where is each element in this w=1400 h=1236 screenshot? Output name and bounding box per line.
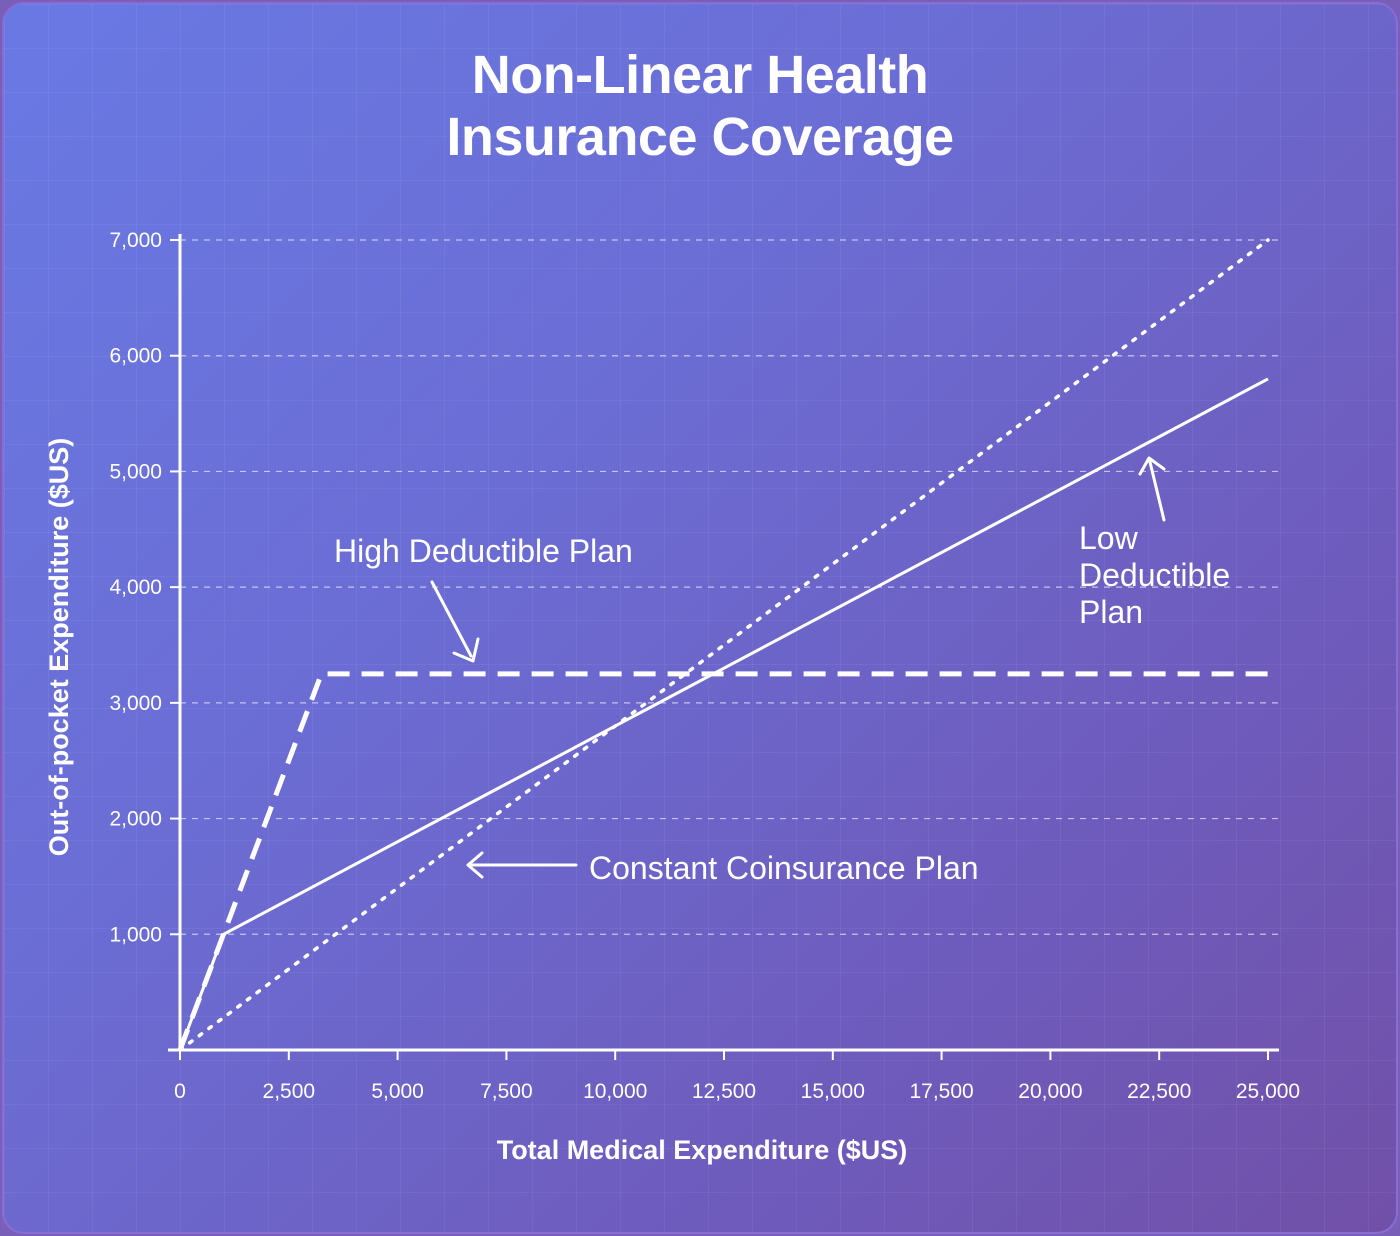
annotation-low-deductible-line-3: Plan — [1079, 594, 1143, 630]
y-tick-label-3000: 3,000 — [109, 692, 162, 715]
series-line-constant-coinsurance-plan — [178, 238, 1270, 1052]
x-tick-label-17500: 17,500 — [909, 1080, 973, 1103]
x-tick-label-5000: 5,000 — [371, 1080, 424, 1103]
x-tick-label-7500: 7,500 — [480, 1080, 533, 1103]
y-tick-label-1000: 1,000 — [109, 923, 162, 946]
x-tick-label-0: 0 — [174, 1080, 186, 1103]
series-line-low-deductible-plan — [178, 377, 1269, 1051]
x-tick-label-12500: 12,500 — [692, 1080, 756, 1103]
y-tick-label-5000: 5,000 — [109, 460, 162, 483]
y-tick-label-6000: 6,000 — [109, 345, 162, 368]
annotation-low-deductible-line-1: Low — [1079, 520, 1139, 556]
arrow-constant-coinsurance — [466, 851, 578, 879]
y-tick-label-2000: 2,000 — [109, 808, 162, 831]
background-grid — [4, 4, 1396, 1232]
arrow-high-deductible — [430, 580, 480, 663]
annotation-low-deductible-line-2: Deductible — [1079, 557, 1230, 593]
y-axis-label: Out-of-pocket Expenditure ($US) — [44, 438, 74, 857]
x-tick-label-22500: 22,500 — [1127, 1080, 1191, 1103]
axes: 1,000 2,000 3,000 4,000 5,000 6,000 7,000 0 2,50… — [109, 229, 1300, 1103]
line-chart: 1,000 2,000 3,000 4,000 5,000 6,000 7,000 0 2,50… — [44, 229, 1300, 1165]
chart-title-line-1: Non-Linear Health — [471, 45, 929, 105]
gridlines — [180, 239, 1284, 935]
x-tick-label-10000: 10,000 — [583, 1080, 647, 1103]
chart-title: Non-Linear Health Insurance Coverage — [4, 44, 1396, 168]
annotation-high-deductible: High Deductible Plan — [334, 533, 633, 569]
series-lines — [177, 238, 1270, 1052]
x-tick-label-2500: 2,500 — [263, 1080, 316, 1103]
y-tick-label-4000: 4,000 — [109, 576, 162, 599]
series-line-high-deductible-plan — [177, 671, 1268, 1051]
x-axis-label: Total Medical Expenditure ($US) — [497, 1135, 908, 1165]
x-tick-label-15000: 15,000 — [801, 1080, 865, 1103]
x-tick-label-25000: 25,000 — [1236, 1080, 1300, 1103]
arrow-low-deductible — [1138, 456, 1166, 522]
annotation-constant-coinsurance: Constant Coinsurance Plan — [589, 850, 979, 886]
x-tick-label-20000: 20,000 — [1018, 1080, 1082, 1103]
chart-title-line-2: Insurance Coverage — [446, 107, 954, 167]
y-tick-label-7000: 7,000 — [109, 229, 162, 252]
